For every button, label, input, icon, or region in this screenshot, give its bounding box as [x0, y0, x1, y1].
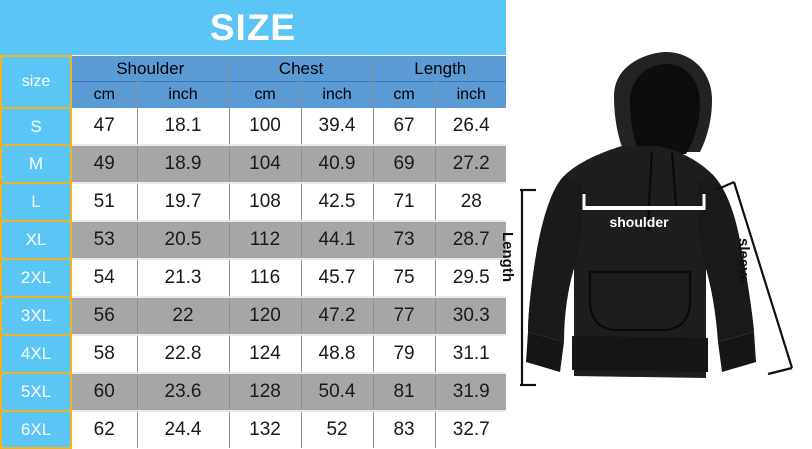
cell-length-inch: 29.5	[435, 259, 508, 298]
cell-chest-inch: 50.4	[301, 373, 374, 412]
cell-shoulder-cm: 62	[71, 411, 138, 448]
page-title: SIZE	[209, 7, 297, 48]
cell-length-inch: 32.7	[435, 411, 508, 448]
row-size-label: 6XL	[0, 410, 72, 449]
cell-chest-cm: 128	[229, 373, 302, 412]
table-head: size Shoulder Chest Length cm inch cm in…	[0, 55, 508, 109]
cell-shoulder-inch: 21.3	[137, 259, 230, 298]
cell-shoulder-cm: 47	[71, 108, 138, 146]
cell-length-cm: 79	[373, 335, 436, 374]
cell-length-inch: 31.9	[435, 373, 508, 412]
table-row: 4XL 58 22.8 124 48.8 79 31.1	[0, 334, 508, 374]
cell-chest-cm: 104	[229, 145, 302, 184]
cell-shoulder-inch: 22.8	[137, 335, 230, 374]
cell-shoulder-cm: 60	[71, 373, 138, 412]
table-row: 3XL 56 22 120 47.2 77 30.3	[0, 296, 508, 336]
cell-chest-inch: 42.5	[301, 183, 374, 222]
table-body: S 47 18.1 100 39.4 67 26.4 M 49 18.9 104…	[0, 107, 508, 449]
row-size-label: 2XL	[0, 258, 72, 298]
cell-length-cm: 73	[373, 221, 436, 260]
table-row: XL 53 20.5 112 44.1 73 28.7	[0, 220, 508, 260]
sleeve-annotation-label: sleeve	[735, 238, 752, 284]
table-row: L 51 19.7 108 42.5 71 28	[0, 182, 508, 222]
unit-header-length-cm: cm	[373, 81, 436, 108]
unit-header-shoulder-cm: cm	[71, 81, 138, 108]
row-size-label: 5XL	[0, 372, 72, 412]
row-size-label: L	[0, 182, 72, 222]
group-header-shoulder: Shoulder	[71, 56, 230, 82]
unit-header-length-inch: inch	[435, 81, 508, 108]
cell-length-cm: 75	[373, 259, 436, 298]
cell-length-cm: 83	[373, 411, 436, 448]
length-annotation-label: Length	[499, 232, 516, 282]
cell-length-cm: 67	[373, 108, 436, 146]
cell-length-inch: 28.7	[435, 221, 508, 260]
cell-length-inch: 31.1	[435, 335, 508, 374]
row-size-label: 3XL	[0, 296, 72, 336]
shoulder-measure-bracket	[582, 194, 706, 210]
cell-length-cm: 77	[373, 297, 436, 336]
table-row: 6XL 62 24.4 132 52 83 32.7	[0, 410, 508, 449]
cell-chest-inch: 52	[301, 411, 374, 448]
unit-header-chest-cm: cm	[229, 81, 302, 108]
size-column-header: size	[0, 55, 72, 109]
length-measure-bracket	[520, 188, 536, 387]
table-row: 2XL 54 21.3 116 45.7 75 29.5	[0, 258, 508, 298]
cell-chest-cm: 108	[229, 183, 302, 222]
cell-length-inch: 30.3	[435, 297, 508, 336]
cell-shoulder-cm: 53	[71, 221, 138, 260]
cell-chest-inch: 39.4	[301, 108, 374, 146]
group-header-row: size Shoulder Chest Length	[0, 55, 508, 109]
cell-chest-inch: 40.9	[301, 145, 374, 184]
cell-shoulder-inch: 20.5	[137, 221, 230, 260]
hoodie-image	[520, 52, 794, 387]
cell-length-inch: 26.4	[435, 108, 508, 146]
cell-chest-cm: 120	[229, 297, 302, 336]
cell-chest-cm: 100	[229, 108, 302, 146]
cell-length-cm: 81	[373, 373, 436, 412]
cell-length-cm: 69	[373, 145, 436, 184]
cell-chest-cm: 124	[229, 335, 302, 374]
cell-chest-inch: 44.1	[301, 221, 374, 260]
garment-illustration-panel: Length sleeve shoulder	[499, 0, 812, 446]
cell-chest-cm: 132	[229, 411, 302, 448]
cell-length-cm: 71	[373, 183, 436, 222]
row-size-label: S	[0, 107, 72, 146]
cell-chest-cm: 116	[229, 259, 302, 298]
row-size-label: XL	[0, 220, 72, 260]
row-size-label: M	[0, 144, 72, 184]
table-row: 5XL 60 23.6 128 50.4 81 31.9	[0, 372, 508, 412]
cell-shoulder-inch: 18.1	[137, 108, 230, 146]
cell-shoulder-cm: 58	[71, 335, 138, 374]
table-row: M 49 18.9 104 40.9 69 27.2	[0, 144, 508, 184]
cell-shoulder-inch: 19.7	[137, 183, 230, 222]
cell-chest-inch: 47.2	[301, 297, 374, 336]
cell-chest-cm: 112	[229, 221, 302, 260]
cell-chest-inch: 45.7	[301, 259, 374, 298]
unit-header-row: cm inch cm inch cm inch	[1, 81, 508, 108]
sleeve-measure-bracket	[715, 180, 794, 376]
unit-header-chest-inch: inch	[301, 81, 374, 108]
unit-header-shoulder-inch: inch	[137, 81, 230, 108]
cell-shoulder-inch: 23.6	[137, 373, 230, 412]
size-table: size Shoulder Chest Length cm inch cm in…	[0, 55, 508, 449]
table-row: S 47 18.1 100 39.4 67 26.4	[0, 107, 508, 146]
cell-shoulder-inch: 22	[137, 297, 230, 336]
size-table-container: size Shoulder Chest Length cm inch cm in…	[0, 55, 508, 449]
cell-chest-inch: 48.8	[301, 335, 374, 374]
group-header-length: Length	[373, 56, 508, 82]
group-header-chest: Chest	[229, 56, 374, 82]
cell-shoulder-cm: 51	[71, 183, 138, 222]
cell-shoulder-cm: 49	[71, 145, 138, 184]
title-bar: SIZE	[0, 0, 506, 55]
shoulder-annotation-label: shoulder	[609, 214, 669, 230]
cell-shoulder-cm: 54	[71, 259, 138, 298]
row-size-label: 4XL	[0, 334, 72, 374]
cell-shoulder-inch: 18.9	[137, 145, 230, 184]
cell-length-inch: 28	[435, 183, 508, 222]
cell-shoulder-cm: 56	[71, 297, 138, 336]
cell-length-inch: 27.2	[435, 145, 508, 184]
cell-shoulder-inch: 24.4	[137, 411, 230, 448]
